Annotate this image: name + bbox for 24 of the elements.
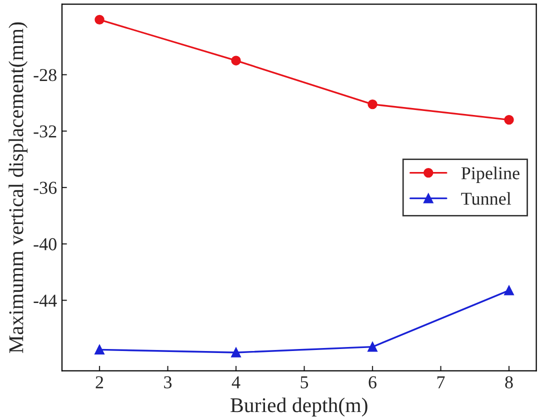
x-tick-label: 5: [300, 376, 308, 388]
x-tick-label: 6: [368, 376, 376, 388]
point: [504, 114, 514, 125]
y-tick-label: -32: [34, 125, 56, 138]
y-tick-label: -44: [34, 294, 57, 307]
legend-label: Tunnel: [461, 192, 512, 205]
x-tick-label: 2: [96, 376, 104, 388]
y-axis-title: Maximumm vertical displacement(mm): [8, 22, 28, 353]
x-tick-label: 8: [505, 376, 513, 388]
y-tick-label: -36: [34, 182, 57, 194]
legend-label: Pipeline: [461, 166, 520, 183]
y-tick-label: -28: [34, 68, 56, 82]
x-tick-label: 4: [232, 376, 240, 388]
point: [504, 286, 514, 296]
x-tick-label: 7: [437, 376, 445, 388]
x-axis-title: Buried depth(m): [230, 398, 368, 416]
point: [368, 99, 378, 110]
x-tick-label: 3: [164, 376, 172, 388]
point: [94, 344, 104, 355]
point: [94, 14, 104, 25]
point: [368, 342, 378, 352]
y-tick-label: -40: [34, 238, 56, 250]
point: [231, 56, 241, 66]
point: [231, 348, 241, 358]
